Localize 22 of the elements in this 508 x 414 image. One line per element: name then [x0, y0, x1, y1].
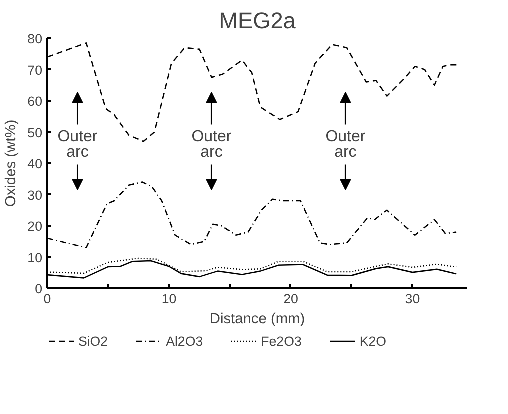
y-tick-label: 0	[35, 282, 43, 296]
x-tick-label: 30	[405, 292, 420, 306]
y-axis-title: Oxides (wt%)	[4, 120, 20, 208]
y-tick-label: 20	[28, 219, 43, 234]
x-axis-title: Distance (mm)	[210, 312, 306, 328]
y-tick-label: 80	[28, 32, 43, 46]
y-tick-label: 10	[28, 250, 43, 266]
legend-label: Al2O3	[166, 334, 204, 348]
y-tick-label: 50	[28, 125, 43, 140]
y-tick-label: 70	[28, 62, 43, 78]
x-tick-label: 10	[162, 292, 177, 306]
legend-label: SiO2	[78, 334, 108, 348]
legend-label: Fe2O3	[261, 334, 302, 348]
annotation: Outer arc	[326, 128, 366, 161]
y-tick-label: 30	[28, 188, 43, 203]
x-tick-label: 20	[284, 292, 298, 306]
annotation: Outer arc	[192, 128, 232, 161]
legend-label: K2O	[360, 334, 387, 348]
annotation: Outer arc	[58, 128, 98, 161]
chart-title: MEG2a	[219, 8, 296, 34]
y-tick-label: 40	[28, 156, 43, 172]
y-tick-label: 60	[28, 94, 43, 109]
